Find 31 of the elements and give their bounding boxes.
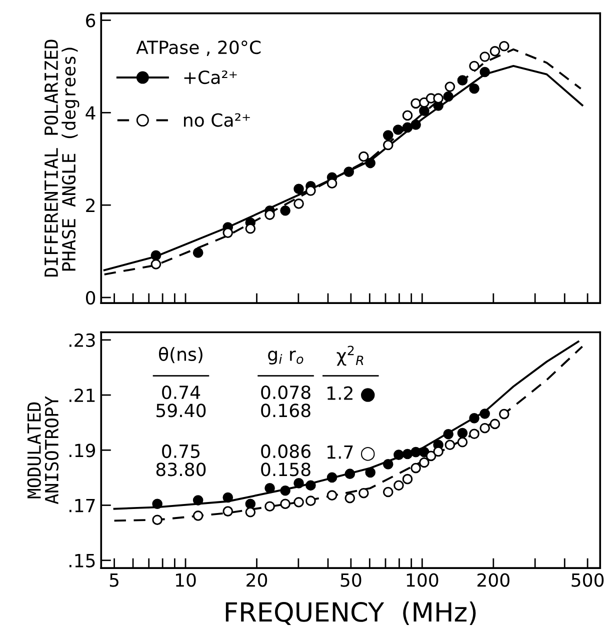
x-tick-label: 5 [110, 573, 118, 587]
y-axis-title: MODULATED ANISOTROPY [27, 396, 59, 504]
x-tick-label: 200 [477, 573, 510, 587]
annotation: 0.75 83.80 [156, 444, 206, 476]
x-tick-label: 500 [572, 573, 604, 587]
y-tick-label: .19 [70, 444, 96, 458]
annotation: g$_{i}$ r$_{o}$ [268, 350, 304, 364]
y-tick-label: .21 [70, 388, 95, 402]
y-tick-label: 2 [86, 198, 94, 212]
y-tick-label: .23 [70, 333, 95, 348]
y-tick-label: 4 [86, 106, 96, 120]
x-tick-label: 100 [406, 573, 438, 587]
annotation: 0.078 0.168 [261, 385, 310, 418]
x-tick-label: 10 [176, 573, 196, 587]
legend-label: +Ca²⁺ [184, 70, 237, 84]
x-tick-label: 20 [246, 573, 268, 587]
y-tick-label: .15 [70, 554, 95, 568]
legend-label: no Ca²⁺ [184, 113, 250, 127]
y-tick-label: 6 [86, 14, 96, 28]
annotation: θ(ns) [158, 346, 202, 364]
annotation: 0.74 59.40 [156, 385, 206, 418]
annotation: 0.086 0.158 [261, 444, 310, 476]
y-tick-label: .17 [70, 498, 95, 512]
y-axis-title: DIFFERENTIAL POLARIZED PHASE ANGLE (degrees) [44, 40, 80, 277]
annotation: ATPase , 20°C [136, 40, 261, 56]
annotation: 1.7 ○ [328, 445, 375, 461]
annotation: 1.2 ● [328, 386, 375, 402]
x-axis-title: FREQUENCY (MHz) [226, 602, 476, 626]
x-tick-label: 50 [340, 573, 362, 587]
annotation: χ$^{2}$$_{R}$ [336, 346, 364, 366]
y-tick-label: 0 [86, 290, 96, 305]
